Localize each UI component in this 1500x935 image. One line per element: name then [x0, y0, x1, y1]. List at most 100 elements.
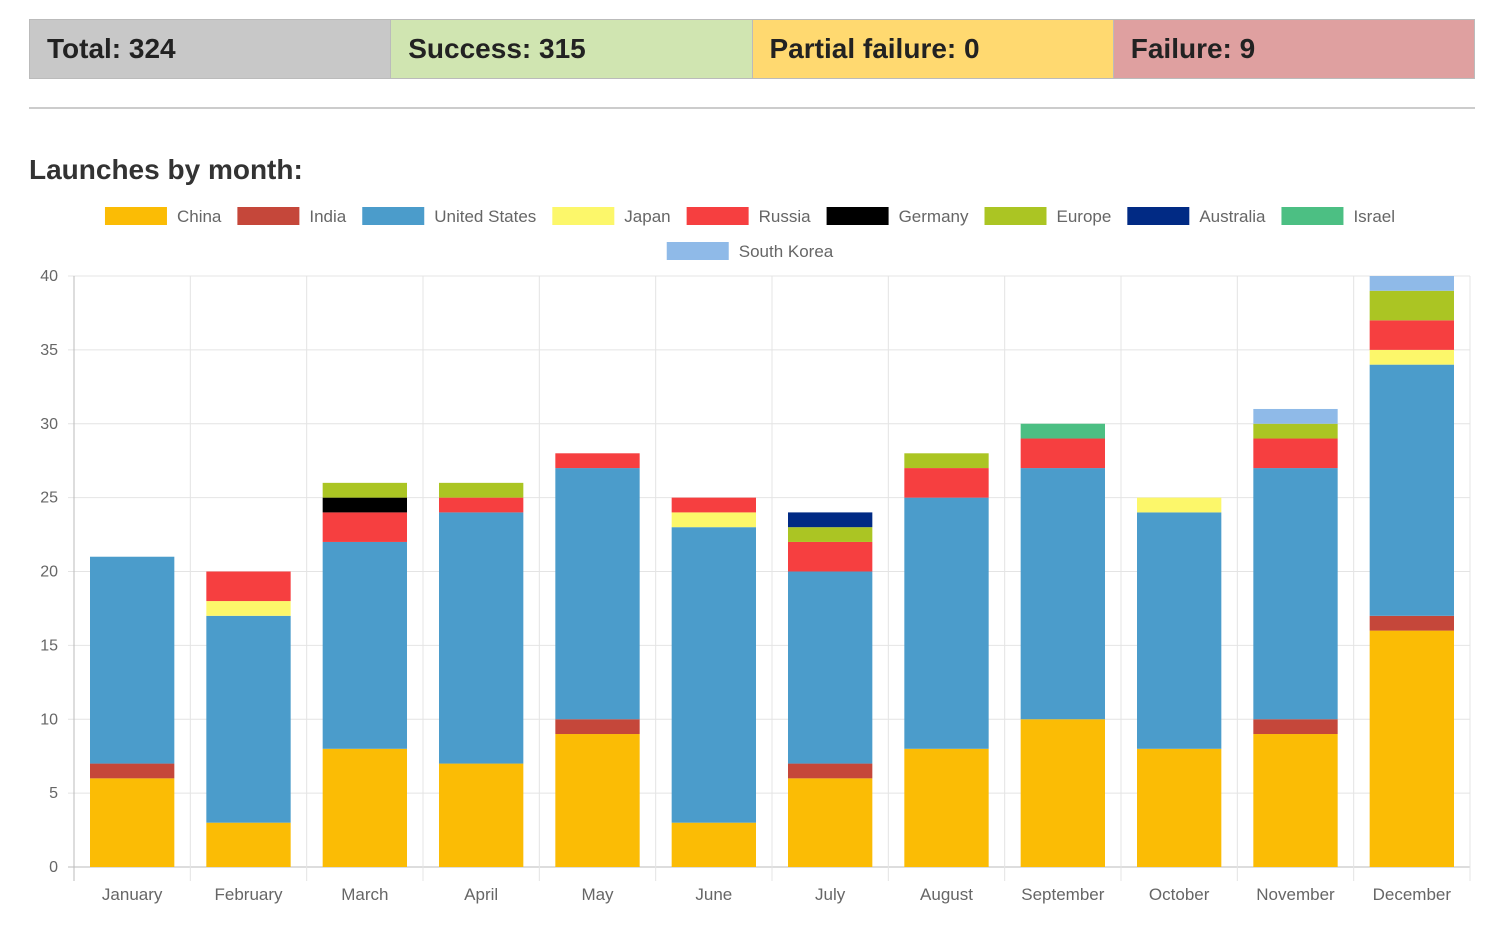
- bar-segment-china[interactable]: [1253, 734, 1338, 867]
- divider: [29, 107, 1475, 109]
- bar-segment-russia[interactable]: [206, 571, 291, 602]
- bar-segment-united-states[interactable]: [555, 468, 640, 720]
- bar-segment-china[interactable]: [788, 778, 873, 867]
- legend-item-south-korea[interactable]: South Korea: [666, 242, 834, 261]
- bar-segment-china[interactable]: [90, 778, 175, 867]
- bar-segment-united-states[interactable]: [1137, 512, 1222, 749]
- bar-segment-russia[interactable]: [439, 497, 524, 513]
- bar-segment-united-states[interactable]: [788, 571, 873, 764]
- x-tick-label: May: [581, 885, 614, 904]
- bar-segment-india[interactable]: [788, 763, 873, 779]
- y-tick-label: 0: [49, 859, 58, 876]
- bar-segment-china[interactable]: [1020, 719, 1105, 867]
- bar-segment-china[interactable]: [904, 748, 989, 867]
- bar-segment-russia[interactable]: [1020, 438, 1105, 469]
- legend-swatch: [666, 242, 729, 260]
- bar-segment-japan[interactable]: [206, 601, 291, 616]
- bar-segment-united-states[interactable]: [322, 541, 407, 749]
- y-tick-label: 35: [40, 342, 58, 359]
- x-tick-label: April: [464, 885, 498, 904]
- section-title: Launches by month:: [29, 154, 303, 185]
- legend-item-europe[interactable]: Europe: [984, 207, 1112, 226]
- y-tick-label: 15: [40, 637, 58, 654]
- bar-segment-china[interactable]: [555, 734, 640, 867]
- y-tick-label: 40: [40, 268, 58, 285]
- legend-item-china[interactable]: China: [104, 207, 222, 226]
- bar-segment-south-korea[interactable]: [1253, 408, 1338, 424]
- bar-segment-china[interactable]: [1137, 748, 1222, 867]
- legend-label: Russia: [759, 207, 812, 226]
- x-tick-label: September: [1021, 885, 1104, 904]
- bar-segment-japan[interactable]: [671, 512, 756, 528]
- bar-segment-united-states[interactable]: [90, 556, 175, 764]
- legend-item-israel[interactable]: Israel: [1281, 207, 1395, 226]
- bar-segment-india[interactable]: [1253, 719, 1338, 735]
- y-tick-label: 30: [40, 416, 58, 433]
- legend-swatch: [686, 207, 749, 225]
- bar-segment-germany[interactable]: [322, 497, 407, 513]
- x-tick-label: December: [1373, 885, 1452, 904]
- legend-item-russia[interactable]: Russia: [686, 207, 812, 226]
- bar-segment-russia[interactable]: [1369, 320, 1454, 350]
- legend-swatch: [104, 207, 167, 225]
- legend-item-australia[interactable]: Australia: [1127, 207, 1266, 226]
- bar-segment-israel[interactable]: [1020, 423, 1105, 439]
- legend-swatch: [1281, 207, 1344, 225]
- bar-segment-china[interactable]: [439, 763, 524, 867]
- bar-segment-china[interactable]: [322, 748, 407, 867]
- bar-segment-india[interactable]: [555, 719, 640, 735]
- y-tick-label: 25: [40, 490, 58, 507]
- bar-segment-russia[interactable]: [1253, 438, 1338, 469]
- bar-segment-united-states[interactable]: [1020, 468, 1105, 720]
- y-tick-label: 20: [40, 564, 58, 581]
- bar-segment-china[interactable]: [1369, 630, 1454, 867]
- x-tick-label: March: [341, 885, 388, 904]
- bar-segment-india[interactable]: [90, 763, 175, 779]
- legend-label: India: [309, 207, 346, 226]
- legend-label: China: [177, 207, 222, 226]
- legend-item-germany[interactable]: Germany: [826, 207, 969, 226]
- bar-segment-europe[interactable]: [439, 482, 524, 498]
- legend-item-united-states[interactable]: United States: [362, 207, 536, 226]
- legend-item-india[interactable]: India: [237, 207, 347, 226]
- bar-segment-united-states[interactable]: [1253, 468, 1338, 720]
- bar-segment-australia[interactable]: [788, 512, 873, 528]
- bar-segment-europe[interactable]: [322, 482, 407, 498]
- bar-segment-russia[interactable]: [788, 541, 873, 572]
- bar-segment-united-states[interactable]: [439, 512, 524, 764]
- bar-segment-russia[interactable]: [322, 512, 407, 542]
- legend-swatch: [362, 207, 425, 225]
- bar-segment-europe[interactable]: [904, 453, 989, 469]
- bar-segment-united-states[interactable]: [904, 497, 989, 749]
- x-tick-label: February: [214, 885, 283, 904]
- stat-total: Total: 324: [30, 20, 392, 78]
- legend-swatch: [984, 207, 1047, 225]
- stat-partial-failure: Partial failure: 0: [752, 20, 1114, 78]
- bar-segment-india[interactable]: [1369, 615, 1454, 631]
- bar-segment-japan[interactable]: [1137, 497, 1222, 513]
- bar-segment-europe[interactable]: [1369, 290, 1454, 321]
- legend-label: Australia: [1199, 207, 1266, 226]
- legend-swatch: [552, 207, 615, 225]
- launch-stats: Total: 324 Success: 315 Partial failure:…: [29, 19, 1475, 79]
- bar-segment-united-states[interactable]: [206, 615, 291, 823]
- bar-segment-europe[interactable]: [1253, 423, 1338, 439]
- bar-segment-russia[interactable]: [904, 468, 989, 498]
- legend-swatch: [826, 207, 889, 225]
- legend-label: Europe: [1057, 207, 1112, 226]
- stat-success: Success: 315: [391, 20, 753, 78]
- bar-segment-china[interactable]: [671, 822, 756, 867]
- bar-segment-united-states[interactable]: [1369, 364, 1454, 616]
- bar-segment-south-korea[interactable]: [1369, 276, 1454, 291]
- legend-item-japan[interactable]: Japan: [552, 207, 671, 226]
- bar-segment-europe[interactable]: [788, 527, 873, 542]
- bar-segment-united-states[interactable]: [671, 527, 756, 823]
- bar-segment-russia[interactable]: [671, 497, 756, 513]
- bar-segment-russia[interactable]: [555, 453, 640, 469]
- y-tick-label: 10: [40, 711, 58, 728]
- bar-segment-japan[interactable]: [1369, 349, 1454, 365]
- legend-swatch: [1127, 207, 1190, 225]
- bar-segment-china[interactable]: [206, 822, 291, 867]
- legend-label: Japan: [624, 207, 670, 226]
